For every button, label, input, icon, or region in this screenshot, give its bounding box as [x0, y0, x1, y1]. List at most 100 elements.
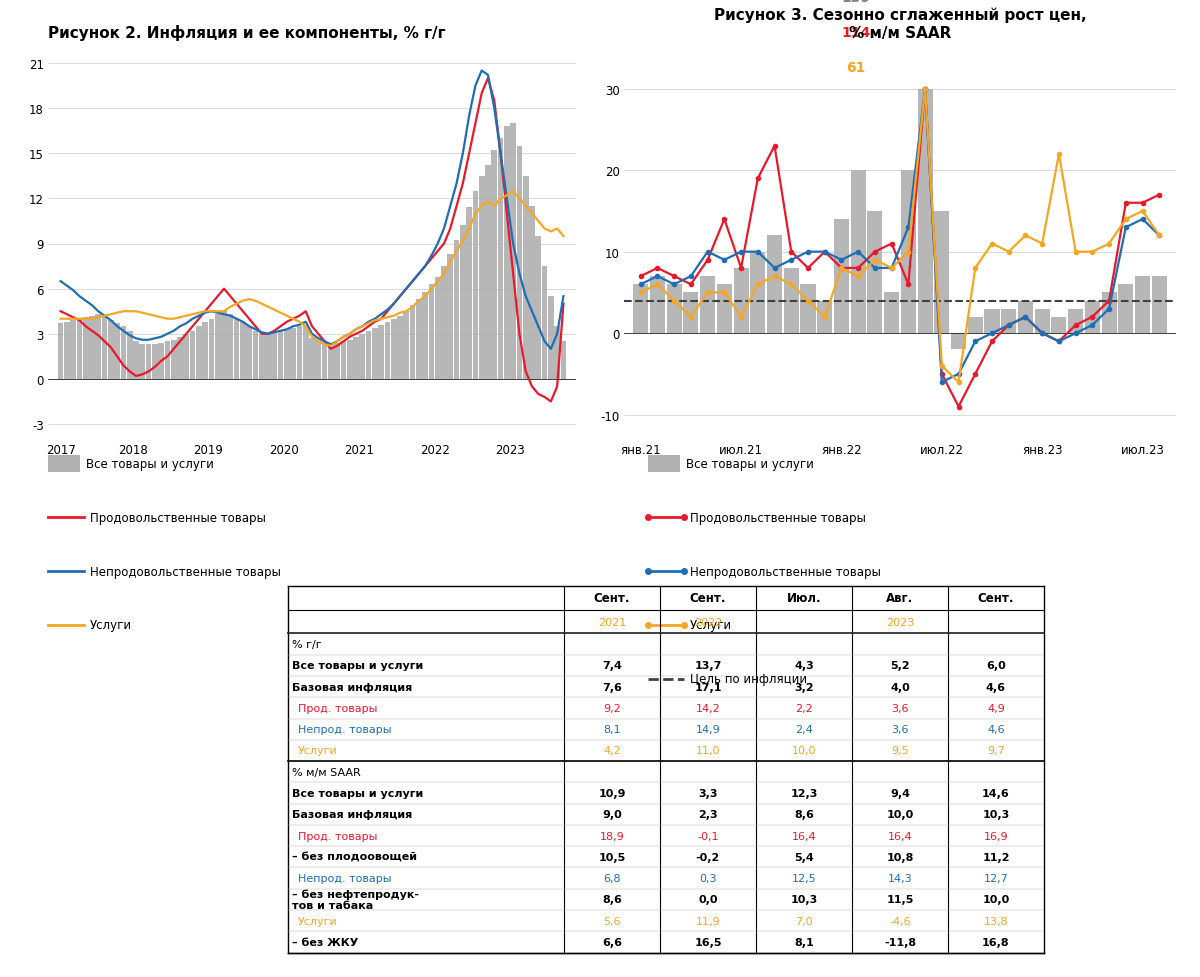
Text: 11,0: 11,0 — [696, 745, 720, 755]
Text: 16,4: 16,4 — [792, 830, 816, 840]
Text: 8,6: 8,6 — [794, 810, 814, 820]
Bar — [634, 285, 648, 334]
Text: – без ЖКУ: – без ЖКУ — [292, 937, 358, 947]
Text: 10,3: 10,3 — [791, 895, 817, 905]
Bar — [548, 297, 553, 379]
Bar — [341, 342, 347, 379]
Text: Услуги: Услуги — [298, 915, 337, 925]
Bar — [108, 320, 114, 379]
Text: 61: 61 — [846, 62, 865, 75]
Bar — [64, 322, 70, 379]
Bar — [170, 340, 176, 379]
Bar — [535, 236, 541, 379]
Text: 2,3: 2,3 — [698, 810, 718, 820]
Bar — [322, 345, 328, 379]
Bar — [560, 342, 566, 379]
Bar — [96, 315, 101, 379]
Text: -11,8: -11,8 — [884, 937, 916, 947]
Bar — [102, 318, 108, 379]
Bar — [479, 177, 485, 379]
Text: 12,3: 12,3 — [791, 788, 817, 798]
Text: 16,9: 16,9 — [984, 830, 1008, 840]
Bar — [234, 319, 239, 379]
Text: 114: 114 — [841, 26, 870, 40]
Bar — [1051, 318, 1067, 334]
Text: 7,6: 7,6 — [602, 682, 622, 692]
Bar — [284, 330, 289, 379]
Text: 0,0: 0,0 — [698, 895, 718, 905]
Bar — [316, 342, 322, 379]
Text: Непродовольственные товары: Непродовольственные товары — [690, 565, 881, 578]
Text: 6,6: 6,6 — [602, 937, 622, 947]
Bar — [422, 292, 428, 379]
Text: 17,1: 17,1 — [695, 682, 721, 692]
Text: 9,2: 9,2 — [604, 703, 620, 713]
Text: – без нефтепродук-
тов и табака: – без нефтепродук- тов и табака — [292, 888, 419, 911]
Text: 4,6: 4,6 — [986, 682, 1006, 692]
Bar — [246, 327, 252, 379]
Bar — [372, 328, 378, 379]
Bar — [1018, 301, 1033, 334]
Text: 4,9: 4,9 — [988, 703, 1004, 713]
Bar — [209, 319, 215, 379]
Bar — [473, 191, 479, 379]
Bar — [1135, 276, 1150, 334]
Bar — [196, 327, 202, 379]
Bar — [397, 317, 403, 379]
Bar — [302, 327, 308, 379]
Bar — [403, 312, 409, 379]
Bar — [504, 127, 510, 379]
Bar — [310, 339, 314, 379]
Bar — [271, 333, 277, 379]
Text: Сент.: Сент. — [690, 592, 726, 605]
Bar — [1068, 310, 1084, 334]
Bar — [884, 293, 899, 334]
Text: 6,0: 6,0 — [986, 660, 1006, 670]
Bar — [529, 207, 535, 379]
Text: 2,4: 2,4 — [796, 725, 812, 735]
Bar — [265, 334, 271, 379]
Text: Рисунок 2. Инфляция и ее компоненты, % г/г: Рисунок 2. Инфляция и ее компоненты, % г… — [48, 24, 445, 41]
Text: 13,7: 13,7 — [695, 660, 721, 670]
Bar — [1085, 301, 1100, 334]
Text: -4,6: -4,6 — [889, 915, 911, 925]
Text: Все товары и услуги: Все товары и услуги — [686, 457, 815, 471]
Text: 10,0: 10,0 — [983, 895, 1009, 905]
Bar — [984, 310, 1000, 334]
Bar — [700, 276, 715, 334]
Bar — [650, 276, 665, 334]
Bar — [467, 208, 472, 379]
Bar — [733, 269, 749, 334]
Text: Непрод. товары: Непрод. товары — [298, 873, 391, 883]
Bar — [378, 325, 384, 379]
Bar — [428, 285, 434, 379]
Bar — [127, 331, 132, 379]
Bar — [460, 227, 466, 379]
Bar — [918, 90, 932, 334]
Bar — [145, 345, 151, 379]
Text: 16,4: 16,4 — [888, 830, 912, 840]
Bar — [967, 318, 983, 334]
Bar — [517, 147, 522, 379]
Bar — [190, 331, 196, 379]
Text: Базовая инфляция: Базовая инфляция — [292, 682, 412, 692]
Bar — [454, 241, 460, 379]
Text: 5,4: 5,4 — [794, 852, 814, 862]
Bar — [767, 236, 782, 334]
Text: Все товары и услуги: Все товары и услуги — [86, 457, 215, 471]
Text: Непродовольственные товары: Непродовольственные товары — [90, 565, 281, 578]
Text: Прод. товары: Прод. товары — [298, 703, 377, 713]
Text: 2021: 2021 — [598, 616, 626, 627]
Text: % м/м SAAR: % м/м SAAR — [292, 767, 360, 777]
Text: 16,5: 16,5 — [695, 937, 721, 947]
Text: 14,2: 14,2 — [696, 703, 720, 713]
Text: Июл.: Июл. — [787, 592, 821, 605]
Bar — [360, 334, 365, 379]
Text: 4,2: 4,2 — [604, 745, 620, 755]
Bar — [296, 327, 302, 379]
Text: Услуги: Услуги — [690, 618, 732, 632]
Bar — [409, 306, 415, 379]
Bar — [416, 300, 421, 379]
Text: 18,9: 18,9 — [600, 830, 624, 840]
Text: 2023: 2023 — [886, 616, 914, 627]
